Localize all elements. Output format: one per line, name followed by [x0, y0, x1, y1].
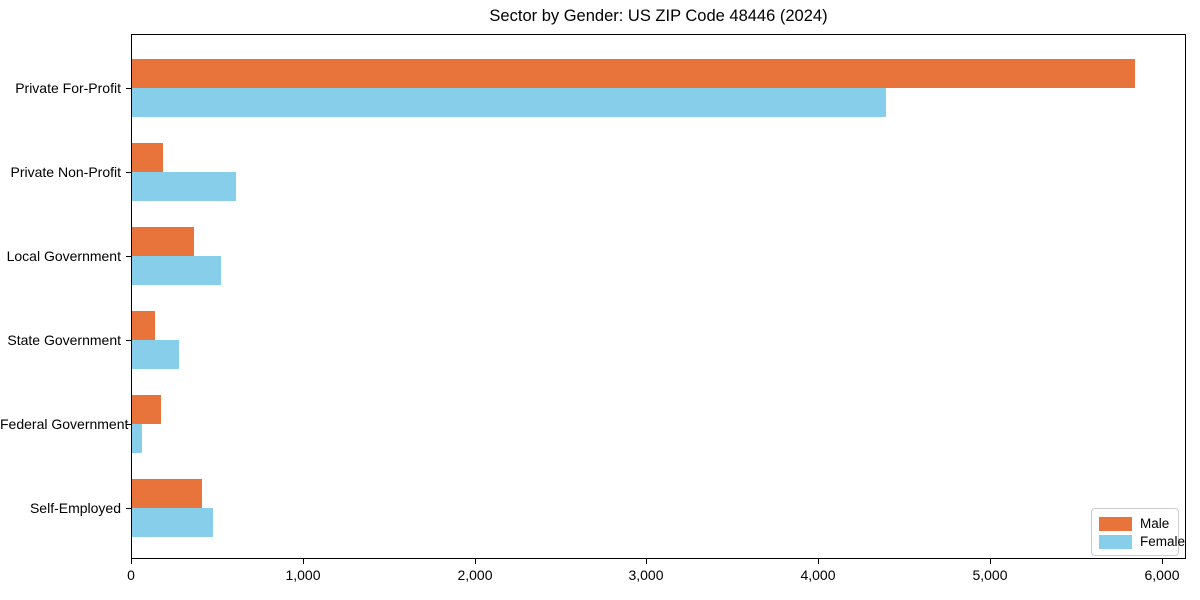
y-axis-label: State Government: [7, 332, 121, 348]
y-tick-mark: [126, 424, 131, 425]
x-axis-label: 2,000: [457, 567, 493, 583]
y-tick-mark: [126, 88, 131, 89]
legend-label-male: Male: [1140, 516, 1170, 531]
y-axis-label: Federal Government: [0, 416, 129, 432]
x-axis-label: 6,000: [1144, 567, 1180, 583]
y-axis-label: Local Government: [6, 248, 121, 264]
x-tick-mark: [646, 559, 647, 564]
bar-female: [131, 424, 142, 453]
bar-female: [131, 508, 213, 537]
y-axis-label: Private Non-Profit: [10, 164, 121, 180]
bar-female: [131, 256, 221, 285]
bar-male: [131, 143, 163, 172]
legend: Male Female: [1091, 508, 1185, 556]
legend-label-female: Female: [1140, 534, 1186, 549]
bar-male: [131, 479, 202, 508]
bar-male: [131, 59, 1135, 88]
x-tick-mark: [818, 559, 819, 564]
y-axis-label: Private For-Profit: [15, 80, 121, 96]
chart-title: Sector by Gender: US ZIP Code 48446 (202…: [489, 7, 828, 25]
x-axis-label: 0: [127, 567, 135, 583]
x-axis-label: 3,000: [628, 567, 664, 583]
y-tick-mark: [126, 340, 131, 341]
x-tick-mark: [990, 559, 991, 564]
legend-swatch-male-icon: [1099, 516, 1132, 531]
bar-male: [131, 227, 194, 256]
x-axis-label: 5,000: [972, 567, 1008, 583]
x-tick-mark: [1162, 559, 1163, 564]
y-axis-label: Self-Employed: [29, 500, 121, 516]
legend-swatch-female-icon: [1099, 534, 1132, 549]
x-tick-mark: [475, 559, 476, 564]
legend-item-female: Female: [1099, 533, 1185, 550]
bar-female: [131, 340, 179, 369]
x-axis-label: 1,000: [285, 567, 321, 583]
bar-male: [131, 311, 155, 340]
y-tick-mark: [126, 508, 131, 509]
bar-female: [131, 172, 236, 201]
y-tick-mark: [126, 256, 131, 257]
x-axis-label: 4,000: [800, 567, 836, 583]
x-tick-mark: [303, 559, 304, 564]
bar-male: [131, 395, 161, 424]
x-tick-mark: [131, 559, 132, 564]
y-tick-mark: [126, 172, 131, 173]
legend-item-male: Male: [1099, 515, 1171, 532]
bar-female: [131, 88, 886, 117]
